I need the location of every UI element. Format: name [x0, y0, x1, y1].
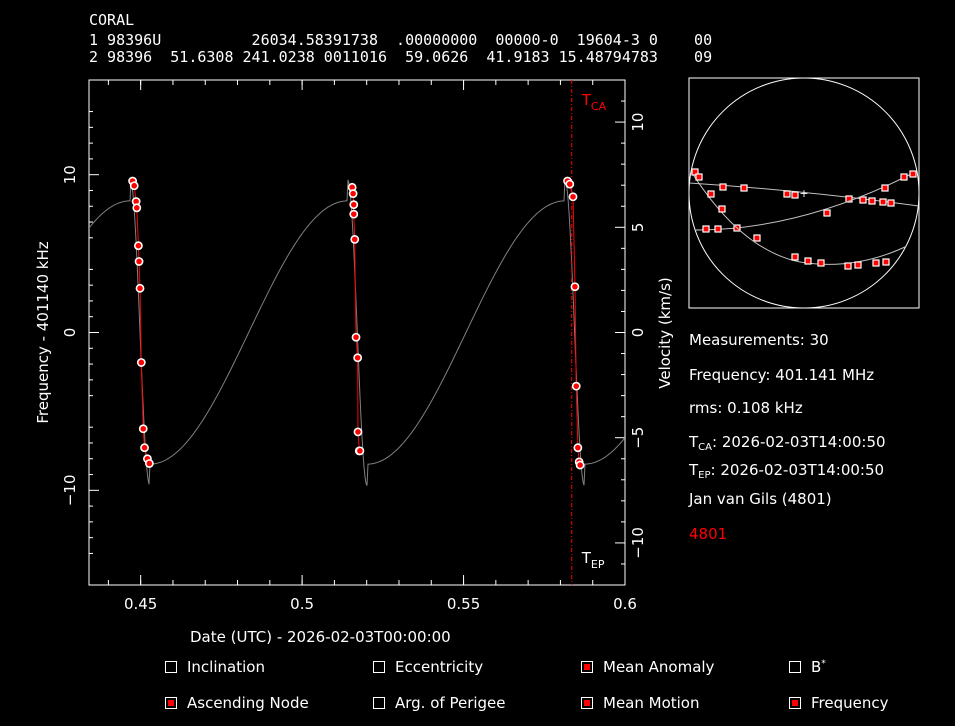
tca-sub: CA [698, 442, 712, 453]
option-checkbox[interactable] [165, 697, 177, 709]
option-checkbox[interactable] [165, 661, 177, 673]
option-label: Arg. of Perigee [395, 694, 506, 712]
frequency-value: Frequency: 401.141 MHz [689, 366, 875, 384]
tle-name: CORAL [89, 11, 135, 29]
data-point [568, 192, 578, 202]
option-checkbox[interactable] [789, 661, 801, 673]
tep-label-sub: EP [591, 558, 605, 571]
data-point [144, 459, 154, 468]
option-label: Eccentricity [395, 658, 484, 676]
y-axis-label: Frequency - 401140 kHz [34, 241, 52, 423]
data-point [350, 234, 360, 244]
tle-line2: 2 98396 51.6308 241.0238 0011016 59.0626… [89, 48, 713, 66]
measurements-count: Measurements: 30 [689, 331, 829, 349]
data-point [140, 443, 149, 453]
option-mean-anomaly[interactable]: Mean Anomaly [581, 658, 714, 676]
option-checkbox[interactable] [789, 697, 801, 709]
data-point [349, 209, 359, 219]
tca-label-sub: CA [591, 100, 607, 113]
tep-t: T [689, 461, 699, 479]
fit-curve [351, 187, 360, 452]
option-label: Mean Motion [603, 694, 700, 712]
rms-value: rms: 0.108 kHz [689, 399, 803, 417]
option-inclination[interactable]: Inclination [165, 658, 265, 676]
tle-line1: 1 98396U 26034.58391738 .00000000 00000-… [89, 31, 713, 49]
option-label: Ascending Node [187, 694, 309, 712]
data-point [136, 358, 146, 367]
data-point [565, 179, 575, 189]
option-eccentricity[interactable]: Eccentricity [373, 658, 483, 676]
x-tick-label: 0.55 [447, 595, 480, 613]
y2-tick-label: 10 [629, 113, 647, 132]
data-point [570, 282, 580, 292]
y2-tick-label: 0 [629, 328, 647, 338]
data-point [134, 241, 143, 251]
data-point [353, 427, 363, 437]
curves [89, 179, 625, 486]
data-point [571, 381, 581, 391]
option-checkbox[interactable] [581, 697, 593, 709]
option-ascending-node[interactable]: Ascending Node [165, 694, 309, 712]
y-tick-label: −10 [61, 474, 79, 506]
data-point [135, 283, 145, 293]
option-checkbox[interactable] [581, 661, 593, 673]
tca-info: TCA: 2026-02-03T14:00:50 [689, 433, 886, 453]
tep-info: TEP: 2026-02-03T14:00:50 [689, 461, 884, 481]
y-tick-label: 0 [61, 328, 79, 338]
data-point [134, 257, 144, 266]
y-tick-label: 10 [61, 165, 79, 184]
option-arg-of-perigee[interactable]: Arg. of Perigee [373, 694, 506, 712]
y2-tick-label: −5 [629, 427, 647, 449]
site-id[interactable]: 4801 [689, 525, 728, 543]
option-checkbox[interactable] [373, 661, 385, 673]
option-label: B [811, 658, 822, 676]
option-frequency[interactable]: Frequency [789, 694, 889, 712]
tep-sub: EP [698, 470, 711, 481]
data-point [349, 200, 359, 210]
option-label: Frequency [811, 694, 889, 712]
model-curve [89, 179, 625, 486]
data-point [132, 203, 142, 213]
x-tick-label: 0.6 [613, 595, 637, 613]
data-point [138, 424, 148, 434]
x-axis-label: Date (UTC) - 2026-02-03T00:00:00 [190, 628, 451, 646]
data-point [129, 181, 139, 191]
data-point [573, 443, 583, 453]
option-mean-motion[interactable]: Mean Motion [581, 694, 700, 712]
data-point [348, 189, 358, 199]
data-point [355, 446, 365, 456]
tep-value: : 2026-02-03T14:00:50 [710, 461, 885, 479]
option-checkbox[interactable] [373, 697, 385, 709]
observer-name: Jan van Gils (4801) [689, 490, 832, 508]
tca-label: TCA [581, 91, 607, 113]
tca-value: : 2026-02-03T14:00:50 [712, 433, 886, 451]
option-label: Inclination [187, 658, 265, 676]
tep-label: TEP [581, 549, 605, 571]
y2-tick-label: 5 [629, 223, 647, 233]
tep-label-main: T [581, 549, 592, 567]
data-point [575, 460, 585, 470]
option-b[interactable]: B* [789, 658, 826, 676]
option-label-sup: * [821, 659, 826, 669]
tca-t: T [689, 433, 699, 451]
tca-label-main: T [581, 91, 592, 109]
data-point [353, 353, 363, 363]
option-label: Mean Anomaly [603, 658, 715, 676]
x-tick-label: 0.45 [124, 595, 157, 613]
x-tick-label: 0.5 [290, 595, 314, 613]
data-point [351, 332, 361, 342]
y2-axis-label: Velocity (km/s) [656, 277, 674, 388]
y2-tick-label: −10 [629, 527, 647, 559]
